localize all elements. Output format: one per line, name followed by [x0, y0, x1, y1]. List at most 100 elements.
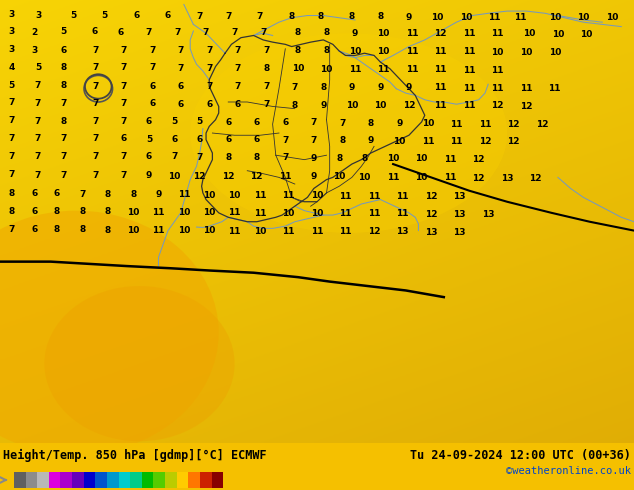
Text: 9: 9 — [155, 190, 162, 199]
Text: 12: 12 — [403, 101, 415, 110]
Text: 11: 11 — [396, 192, 409, 200]
Text: 6: 6 — [225, 118, 231, 127]
Text: 10: 10 — [333, 172, 346, 181]
Text: 11: 11 — [548, 84, 561, 93]
Text: 10: 10 — [168, 172, 181, 180]
Text: 5: 5 — [8, 81, 15, 90]
Text: 6: 6 — [32, 225, 38, 234]
Text: 9: 9 — [311, 172, 317, 181]
Text: 11: 11 — [444, 155, 456, 164]
Text: 10: 10 — [422, 119, 434, 128]
Text: 11: 11 — [434, 48, 447, 56]
Text: 7: 7 — [35, 151, 41, 161]
Text: 10: 10 — [292, 64, 304, 73]
Text: 10: 10 — [580, 30, 593, 39]
Text: 10: 10 — [605, 13, 618, 22]
Text: 11: 11 — [152, 208, 165, 217]
Text: 9: 9 — [406, 13, 412, 22]
Text: 11: 11 — [406, 65, 418, 74]
Text: 6: 6 — [149, 81, 155, 91]
Text: 8: 8 — [254, 153, 260, 162]
Text: 10: 10 — [552, 30, 564, 39]
Bar — [14, 472, 25, 488]
Text: 5: 5 — [60, 27, 67, 36]
Text: 6: 6 — [235, 100, 241, 109]
Text: 8: 8 — [323, 28, 330, 37]
Text: 7: 7 — [171, 152, 178, 162]
Text: 7: 7 — [235, 82, 241, 92]
Text: 10: 10 — [377, 29, 390, 38]
Text: 10: 10 — [311, 191, 323, 200]
Text: 6: 6 — [206, 99, 212, 109]
Text: 8: 8 — [60, 81, 67, 90]
Text: 13: 13 — [396, 227, 409, 236]
Text: 10: 10 — [387, 154, 399, 163]
Text: 10: 10 — [374, 101, 387, 110]
Text: 12: 12 — [425, 210, 437, 219]
Text: 11: 11 — [254, 209, 266, 218]
Bar — [177, 472, 188, 488]
Text: 8: 8 — [320, 83, 327, 92]
Text: 2: 2 — [32, 28, 38, 37]
Text: 12: 12 — [472, 155, 485, 164]
Text: 12: 12 — [434, 29, 447, 38]
Text: 7: 7 — [282, 153, 288, 162]
Text: 11: 11 — [254, 191, 266, 199]
Text: 9: 9 — [406, 83, 412, 92]
Text: 11: 11 — [514, 13, 526, 22]
Text: 6: 6 — [60, 46, 67, 54]
Text: 7: 7 — [120, 117, 127, 126]
Text: 7: 7 — [174, 28, 181, 37]
Text: 6: 6 — [117, 28, 124, 37]
Text: 7: 7 — [146, 28, 152, 37]
Text: 8: 8 — [377, 12, 384, 22]
Text: 7: 7 — [60, 99, 67, 108]
Text: 7: 7 — [197, 12, 203, 21]
Text: 12: 12 — [472, 174, 485, 183]
Text: 7: 7 — [257, 12, 263, 22]
Text: 6: 6 — [146, 152, 152, 162]
Text: 7: 7 — [120, 81, 127, 91]
Bar — [119, 472, 130, 488]
Text: 7: 7 — [120, 46, 127, 55]
Text: 10: 10 — [415, 173, 428, 182]
Text: 6: 6 — [282, 119, 288, 127]
Text: 7: 7 — [263, 82, 269, 92]
Text: 7: 7 — [225, 12, 231, 22]
Text: 10: 10 — [520, 48, 533, 57]
Text: 11: 11 — [377, 65, 390, 74]
Text: 10: 10 — [127, 226, 139, 235]
Text: 9: 9 — [368, 136, 374, 145]
Text: 7: 7 — [8, 170, 15, 179]
Text: 9: 9 — [349, 83, 355, 92]
Text: 13: 13 — [453, 192, 466, 201]
Text: 7: 7 — [35, 117, 41, 125]
Text: 7: 7 — [311, 119, 317, 127]
Text: 10: 10 — [377, 47, 390, 56]
Bar — [188, 472, 200, 488]
Bar — [212, 472, 223, 488]
Text: 10: 10 — [254, 226, 266, 236]
Text: 11: 11 — [520, 84, 533, 93]
Text: 10: 10 — [358, 173, 371, 182]
Text: 10: 10 — [577, 13, 590, 22]
Text: ©weatheronline.co.uk: ©weatheronline.co.uk — [506, 466, 631, 476]
Text: 7: 7 — [60, 171, 67, 180]
Text: 6: 6 — [32, 189, 38, 198]
Ellipse shape — [0, 211, 219, 455]
Text: 5: 5 — [35, 63, 41, 73]
Text: 6: 6 — [171, 135, 178, 144]
Text: 11: 11 — [491, 29, 504, 38]
Text: 11: 11 — [228, 226, 241, 236]
Text: 9: 9 — [146, 171, 152, 180]
Text: 6: 6 — [120, 134, 127, 143]
Bar — [200, 472, 212, 488]
Text: 7: 7 — [92, 152, 98, 161]
Text: 11: 11 — [387, 173, 399, 182]
Text: 10: 10 — [203, 208, 216, 218]
Text: 7: 7 — [92, 63, 98, 73]
Text: 4: 4 — [8, 63, 15, 72]
Text: 10: 10 — [491, 48, 504, 57]
Bar — [95, 472, 107, 488]
Text: 8: 8 — [361, 154, 368, 163]
